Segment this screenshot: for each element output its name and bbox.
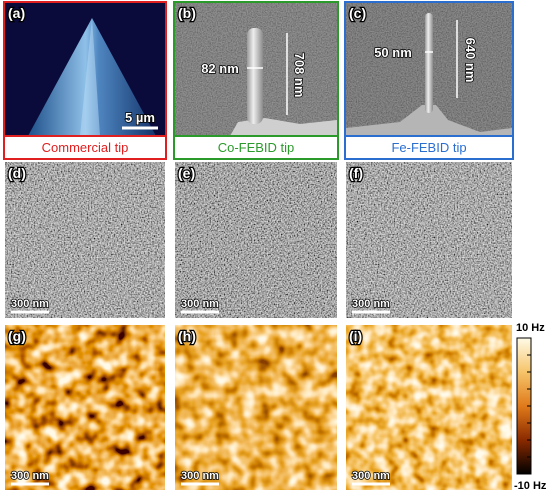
panel-c: 50 nm 640 nm (c) Fe-FEBID tip [344, 1, 514, 160]
annotation: 50 nm [374, 45, 412, 60]
colorbar-min: -10 Hz [514, 480, 547, 492]
panel-label: (g) [8, 328, 26, 344]
caption: Co-FEBID tip [218, 140, 295, 155]
image [5, 325, 165, 490]
panel: (e) 300 nm [175, 162, 337, 318]
panel-border [344, 1, 514, 160]
scale-label: 300 nm [11, 470, 49, 482]
colorbar-max: 10 Hz [516, 322, 545, 334]
annotation: 640 nm [463, 38, 478, 83]
panel-a: 5 µm (a) Commercial tip [3, 1, 167, 160]
panel-label: (e) [178, 165, 195, 181]
image [175, 162, 337, 318]
panel-label: (f) [349, 165, 363, 181]
panel: (i) 300 nm [346, 325, 512, 490]
scale-label: 300 nm [352, 470, 390, 482]
panel: (g) 300 nm [5, 325, 165, 490]
scale-label: 300 nm [181, 470, 219, 482]
image [5, 162, 165, 318]
panel: (d) 300 nm [5, 162, 165, 318]
image [346, 325, 512, 490]
panel-border [3, 1, 167, 160]
image [346, 162, 512, 318]
scale-label: 300 nm [11, 298, 49, 310]
pillar [247, 28, 263, 124]
image [175, 325, 337, 490]
scale-label: 5 µm [125, 110, 155, 125]
pillar [425, 13, 433, 113]
panel: (h) 300 nm [175, 325, 337, 490]
panel: (f) 300 nm [346, 162, 512, 318]
scale-label: 300 nm [181, 298, 219, 310]
panel-label: (i) [349, 328, 362, 344]
colorbar: 10 Hz -10 Hz [514, 322, 547, 492]
panel-label: (a) [8, 5, 25, 21]
tip-ridge [80, 18, 100, 136]
panel-label: (b) [178, 5, 196, 21]
panel-label: (c) [349, 5, 366, 21]
caption: Commercial tip [42, 140, 129, 155]
panel-label: (h) [178, 328, 196, 344]
panel-border [173, 1, 339, 160]
scale-label: 300 nm [352, 298, 390, 310]
annotation: 708 nm [292, 53, 307, 98]
panel-label: (d) [8, 165, 26, 181]
caption: Fe-FEBID tip [391, 140, 466, 155]
panel-b: 82 nm 708 nm (b) Co-FEBID tip [173, 1, 339, 160]
base [346, 105, 512, 136]
annotation: 82 nm [201, 61, 239, 76]
